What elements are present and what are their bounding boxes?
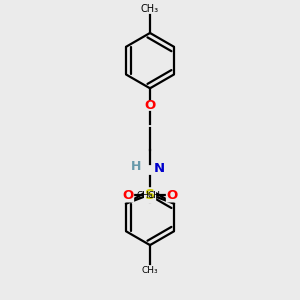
Text: CH₃: CH₃ (136, 191, 153, 200)
Text: H: H (131, 160, 142, 173)
Text: CH₃: CH₃ (141, 4, 159, 14)
Text: CH₃: CH₃ (147, 191, 164, 200)
Text: O: O (167, 189, 178, 202)
Text: O: O (144, 99, 156, 112)
Text: N: N (154, 162, 165, 175)
Text: CH₃: CH₃ (142, 266, 158, 275)
Text: S: S (145, 188, 155, 202)
Text: O: O (122, 189, 134, 202)
